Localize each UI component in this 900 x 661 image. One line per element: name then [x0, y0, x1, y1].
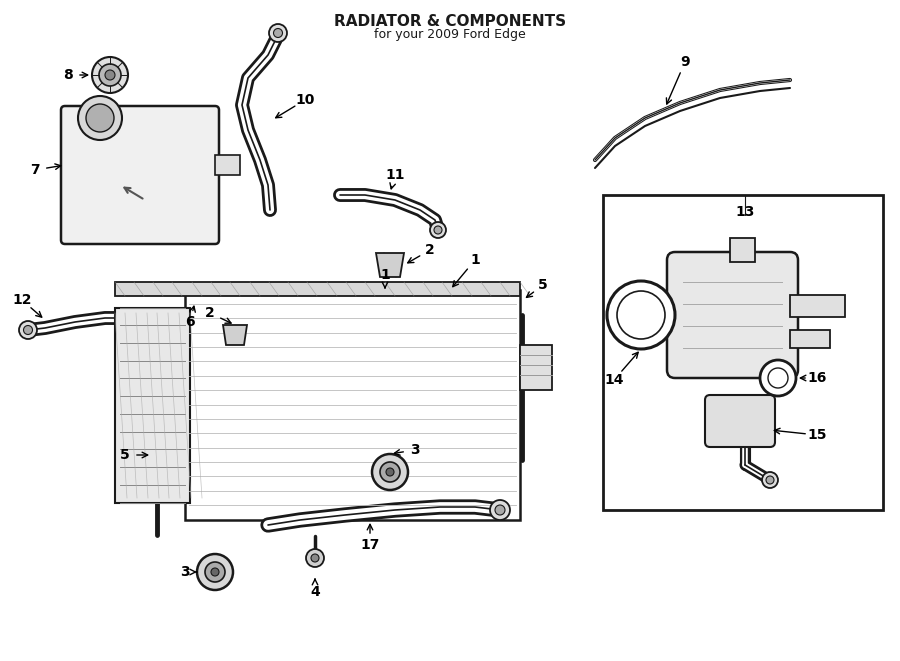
Circle shape [306, 549, 324, 567]
Circle shape [274, 28, 283, 38]
Text: for your 2009 Ford Edge: for your 2009 Ford Edge [374, 28, 526, 41]
Circle shape [380, 462, 400, 482]
Circle shape [99, 64, 121, 86]
Polygon shape [223, 325, 247, 345]
Text: 5: 5 [538, 278, 548, 292]
Circle shape [490, 500, 510, 520]
Bar [185, 290, 520, 520]
Circle shape [386, 468, 394, 476]
Circle shape [768, 368, 788, 388]
Circle shape [495, 505, 505, 515]
Text: 10: 10 [295, 93, 315, 107]
Bar [730, 238, 755, 262]
Circle shape [762, 472, 778, 488]
FancyBboxPatch shape [667, 252, 798, 378]
Circle shape [105, 70, 115, 80]
Circle shape [311, 554, 319, 562]
Circle shape [86, 104, 114, 132]
Text: 1: 1 [380, 268, 390, 282]
FancyBboxPatch shape [705, 395, 775, 447]
Circle shape [92, 57, 128, 93]
Circle shape [766, 476, 774, 484]
Bar [790, 330, 830, 348]
Text: 3: 3 [180, 565, 190, 579]
Circle shape [430, 222, 446, 238]
Text: 16: 16 [807, 371, 827, 385]
Circle shape [78, 96, 122, 140]
Circle shape [23, 325, 32, 334]
Text: 1: 1 [470, 253, 480, 267]
Text: 2: 2 [425, 243, 435, 257]
Polygon shape [376, 253, 404, 277]
Text: 9: 9 [680, 55, 689, 69]
Text: 3: 3 [410, 443, 419, 457]
Text: 12: 12 [13, 293, 32, 307]
Text: 4: 4 [310, 585, 320, 599]
Text: 6: 6 [185, 315, 194, 329]
Circle shape [617, 291, 665, 339]
Text: RADIATOR & COMPONENTS: RADIATOR & COMPONENTS [334, 14, 566, 29]
Text: 7: 7 [31, 163, 40, 177]
Text: 8: 8 [63, 68, 73, 82]
Text: 2: 2 [205, 306, 215, 320]
Circle shape [19, 321, 37, 339]
Text: 17: 17 [360, 538, 380, 552]
Bar [215, 155, 240, 175]
Circle shape [434, 226, 442, 234]
Text: 5: 5 [120, 448, 130, 462]
Bar [520, 345, 552, 390]
FancyBboxPatch shape [61, 106, 219, 244]
Circle shape [372, 454, 408, 490]
Text: 13: 13 [735, 205, 755, 219]
Text: 11: 11 [385, 168, 405, 182]
Circle shape [197, 554, 233, 590]
Text: 15: 15 [807, 428, 827, 442]
Bar [603, 195, 883, 510]
Circle shape [760, 360, 796, 396]
Text: 14: 14 [604, 373, 624, 387]
Circle shape [205, 562, 225, 582]
Circle shape [269, 24, 287, 42]
Bar [790, 295, 845, 317]
Circle shape [607, 281, 675, 349]
Bar [115, 308, 190, 503]
Bar [115, 282, 520, 296]
Circle shape [211, 568, 219, 576]
